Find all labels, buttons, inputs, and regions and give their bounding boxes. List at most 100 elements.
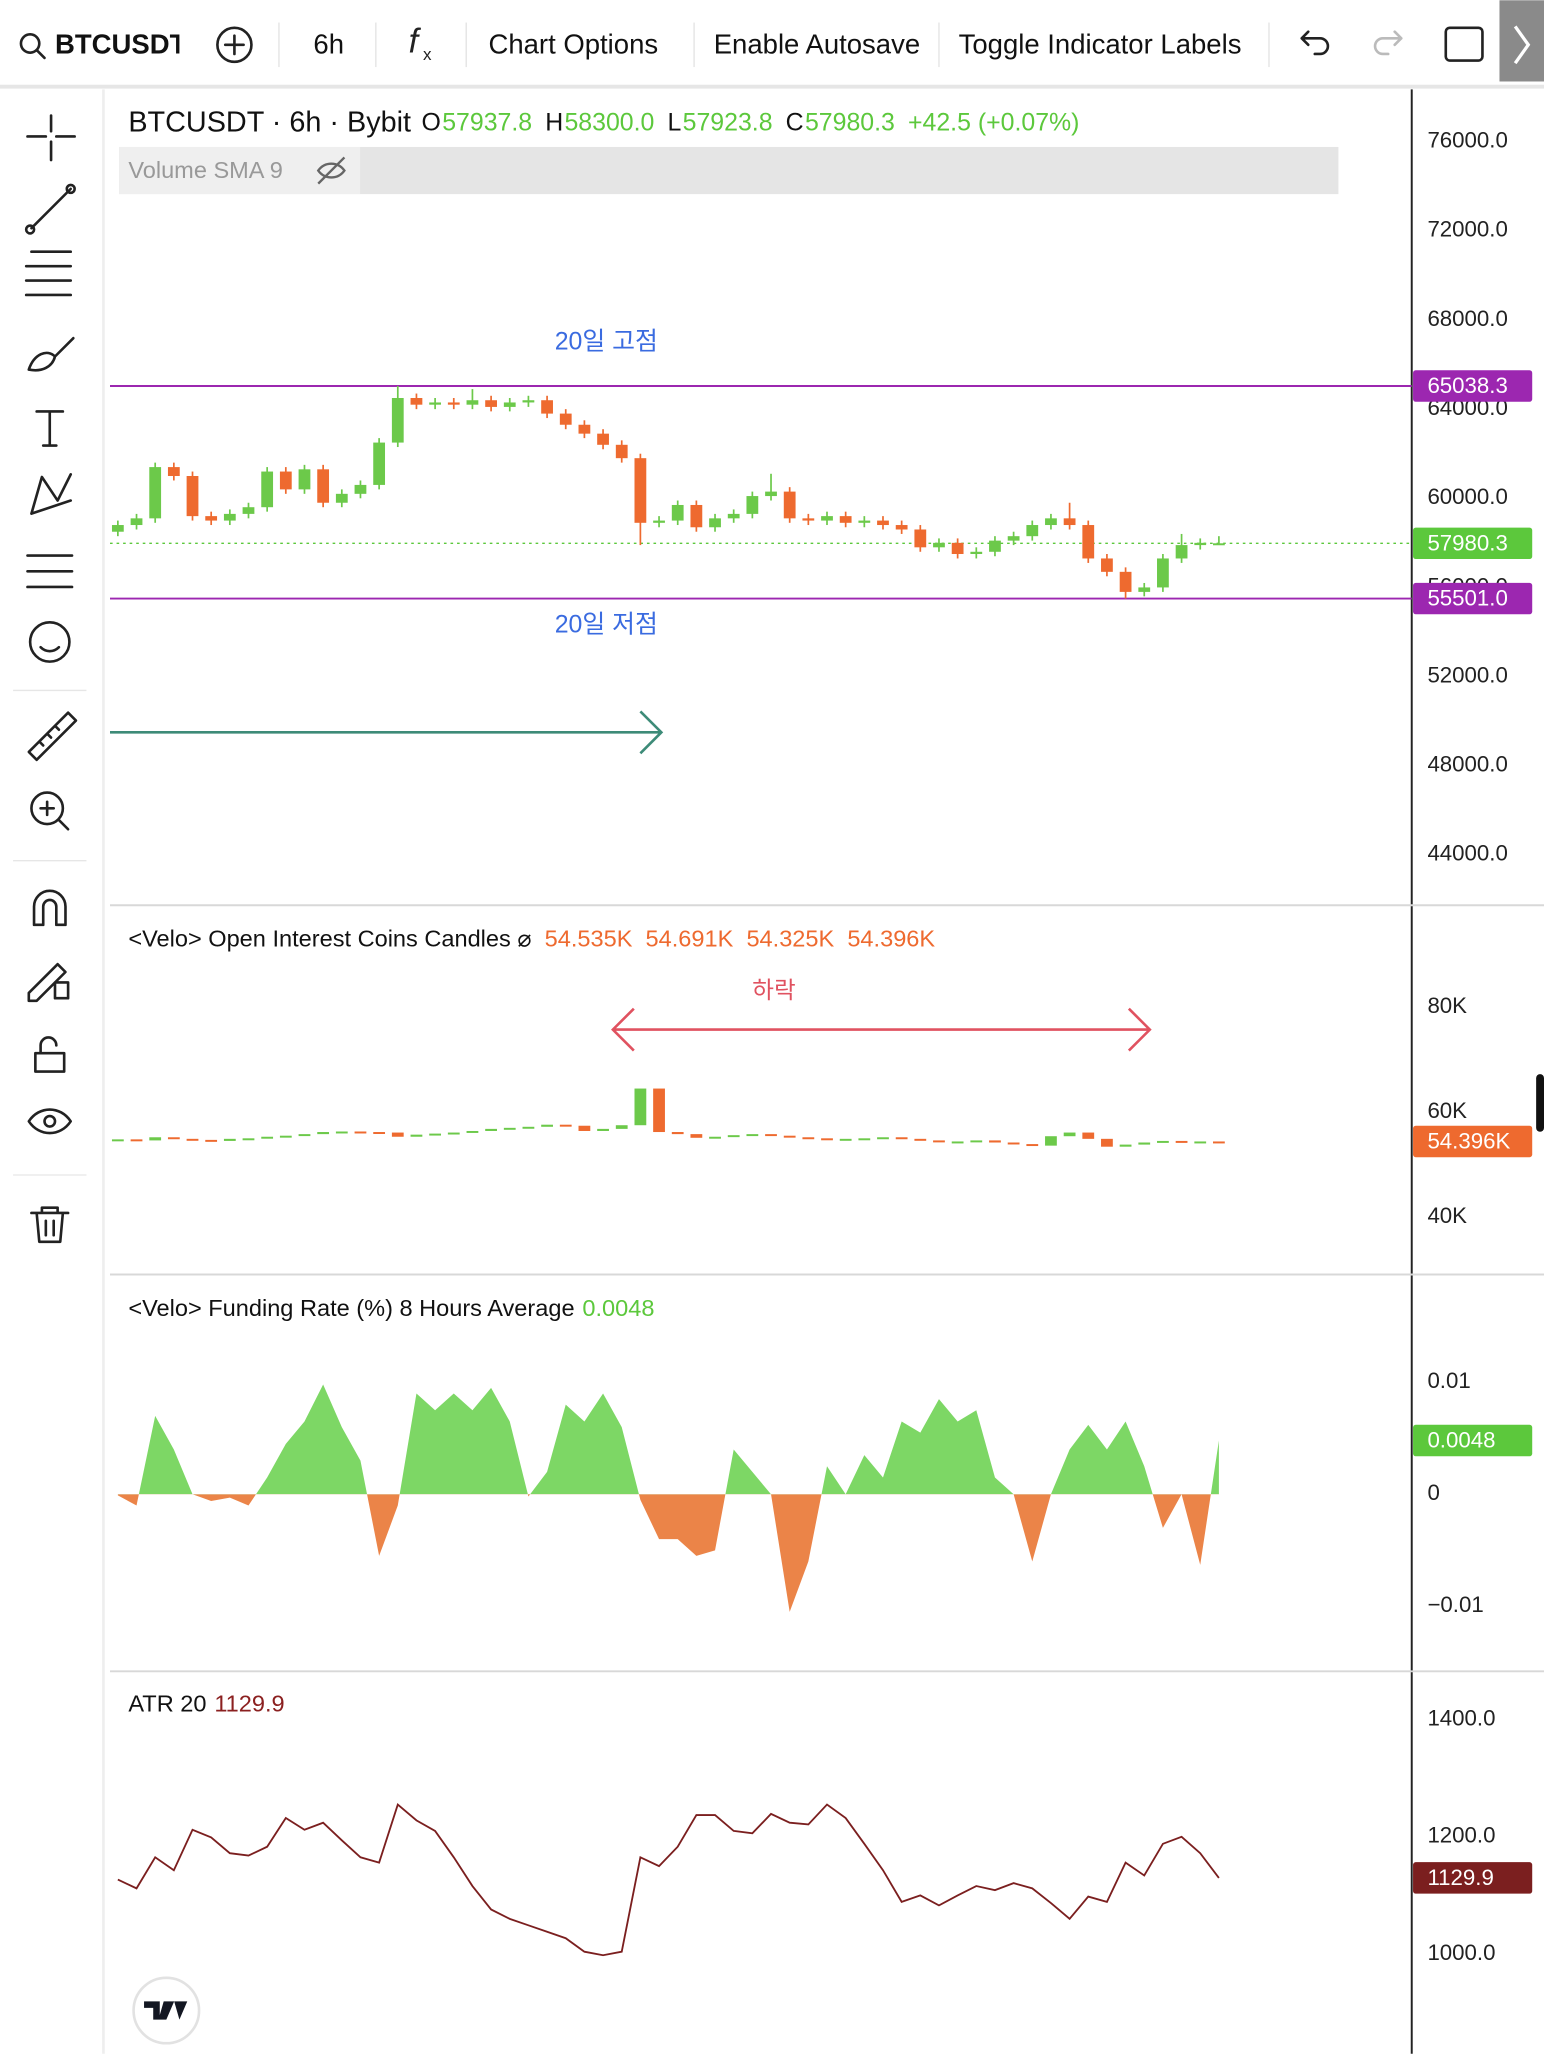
candle-body bbox=[335, 493, 348, 503]
candle-body bbox=[242, 507, 255, 514]
crosshair-tool[interactable] bbox=[26, 114, 76, 162]
delete-tool[interactable] bbox=[30, 1206, 70, 1244]
candle-body bbox=[1194, 542, 1207, 546]
candle-body bbox=[205, 516, 218, 521]
legend-value: 1129.9 bbox=[214, 1691, 284, 1717]
eye-icon bbox=[43, 1114, 57, 1128]
candle-body bbox=[223, 1138, 236, 1141]
candle-body bbox=[167, 467, 180, 477]
candle-body bbox=[149, 1137, 162, 1141]
price-label: 65038.3 bbox=[1427, 373, 1507, 398]
magnet-tool[interactable] bbox=[32, 889, 67, 927]
candle-body bbox=[653, 520, 665, 523]
fullscreen-button[interactable] bbox=[1444, 26, 1484, 62]
candle-body bbox=[205, 1139, 218, 1142]
legend-value: 0.0048 bbox=[582, 1295, 654, 1321]
symbol[interactable]: BTCUSDT bbox=[55, 28, 187, 59]
arrow-drawing bbox=[110, 710, 664, 755]
price-label-bg bbox=[1413, 1424, 1533, 1457]
side-tab[interactable] bbox=[1536, 1074, 1544, 1132]
candle-body bbox=[858, 1138, 871, 1141]
visibility-tool[interactable] bbox=[27, 1108, 73, 1135]
candle-body bbox=[354, 484, 367, 494]
pane-header: <Velo> Funding Rate (%) 8 Hours Average 0… bbox=[128, 1295, 654, 1321]
candle-body bbox=[410, 398, 423, 405]
candle-body bbox=[858, 520, 871, 523]
candle-body bbox=[877, 1137, 889, 1140]
search-icon bbox=[19, 33, 41, 54]
candle-body bbox=[597, 433, 609, 445]
fib-tool[interactable] bbox=[26, 554, 74, 589]
candle-body bbox=[1045, 518, 1057, 526]
interval-button[interactable]: 6h bbox=[313, 28, 344, 59]
candle-body bbox=[821, 1138, 833, 1141]
legend-value: L bbox=[668, 108, 682, 136]
annotation: 하락 bbox=[752, 977, 795, 1003]
candle-body bbox=[391, 1132, 404, 1137]
emoji-icon bbox=[39, 645, 61, 653]
candle-body bbox=[1007, 536, 1020, 541]
add-symbol-button[interactable] bbox=[216, 26, 253, 64]
indicator-label: Volume SMA 9 bbox=[128, 157, 283, 183]
legend-value: C bbox=[786, 108, 804, 136]
parallel-tool[interactable] bbox=[24, 250, 73, 297]
line bbox=[117, 1802, 1220, 1957]
handle-icon bbox=[24, 224, 36, 235]
toolbar-button[interactable]: Toggle Indicator Labels bbox=[959, 28, 1242, 59]
toolbar-button[interactable]: Chart Options bbox=[488, 28, 658, 59]
price-label: 54.396K bbox=[1427, 1129, 1510, 1154]
collapse-button[interactable] bbox=[1499, 0, 1544, 82]
candle-body bbox=[802, 518, 815, 521]
candle-body bbox=[485, 400, 497, 407]
text-tool[interactable] bbox=[35, 410, 65, 447]
legend-value: 57980.3 bbox=[805, 108, 895, 136]
candle-body bbox=[783, 491, 796, 519]
candle-body bbox=[989, 540, 1001, 552]
indicator-label-box[interactable] bbox=[119, 146, 361, 195]
price-label-bg bbox=[1413, 527, 1533, 560]
ruler-tool[interactable] bbox=[27, 711, 78, 762]
candle-body bbox=[1101, 1138, 1113, 1147]
price-label: 55501.0 bbox=[1427, 586, 1507, 611]
top-toolbar: BTCUSDT 6h f x Chart Options Enable Auto… bbox=[0, 0, 1544, 89]
candle-body bbox=[1157, 1140, 1169, 1143]
candle-body bbox=[1175, 545, 1188, 559]
candle-body bbox=[653, 1088, 665, 1133]
unlock-tool[interactable] bbox=[34, 1036, 66, 1073]
logo bbox=[144, 2001, 188, 2020]
candle-body bbox=[970, 1140, 983, 1143]
symbol-search[interactable]: BTCUSDT bbox=[19, 28, 187, 59]
pattern-tool[interactable] bbox=[30, 473, 73, 515]
candle-body bbox=[970, 551, 983, 555]
candle-body bbox=[354, 1131, 367, 1134]
legend-value: 54.691K bbox=[646, 926, 734, 952]
candle-body bbox=[1063, 518, 1076, 526]
candle-body bbox=[298, 469, 311, 490]
candle-body bbox=[914, 529, 927, 548]
trend-line-tool[interactable] bbox=[30, 187, 73, 230]
candle-body bbox=[1045, 1136, 1057, 1146]
candle-body bbox=[671, 1132, 684, 1135]
toolbar-button[interactable]: Enable Autosave bbox=[714, 28, 920, 59]
y-tick-label: 52000.0 bbox=[1427, 662, 1507, 687]
candle-body bbox=[727, 1135, 740, 1138]
y-tick-label: 1400.0 bbox=[1427, 1705, 1495, 1730]
candle-body bbox=[690, 504, 703, 528]
emoji-tool[interactable] bbox=[28, 621, 71, 663]
candle-body bbox=[186, 1138, 199, 1141]
hidden-icon[interactable] bbox=[316, 156, 346, 185]
undo-button[interactable] bbox=[1300, 30, 1330, 56]
legend-value: +42.5 (+0.07%) bbox=[908, 108, 1079, 136]
pane-title: <Velo> Funding Rate (%) 8 Hours Average bbox=[128, 1295, 574, 1321]
pane-title: BTCUSDT · 6h · Bybit bbox=[128, 106, 411, 138]
candle-body bbox=[130, 518, 143, 526]
zoom-tool[interactable] bbox=[30, 791, 65, 826]
candle-body bbox=[951, 1141, 964, 1144]
candle-body bbox=[1194, 1141, 1207, 1144]
price-label-bg bbox=[1413, 1125, 1533, 1158]
candle-body bbox=[1175, 1140, 1188, 1143]
lock-drawings-tool[interactable] bbox=[27, 962, 70, 1003]
redo-button[interactable] bbox=[1373, 30, 1403, 56]
plots: 44000.048000.052000.056000.060000.064000… bbox=[110, 106, 1533, 1965]
brush-tool[interactable] bbox=[27, 336, 75, 372]
